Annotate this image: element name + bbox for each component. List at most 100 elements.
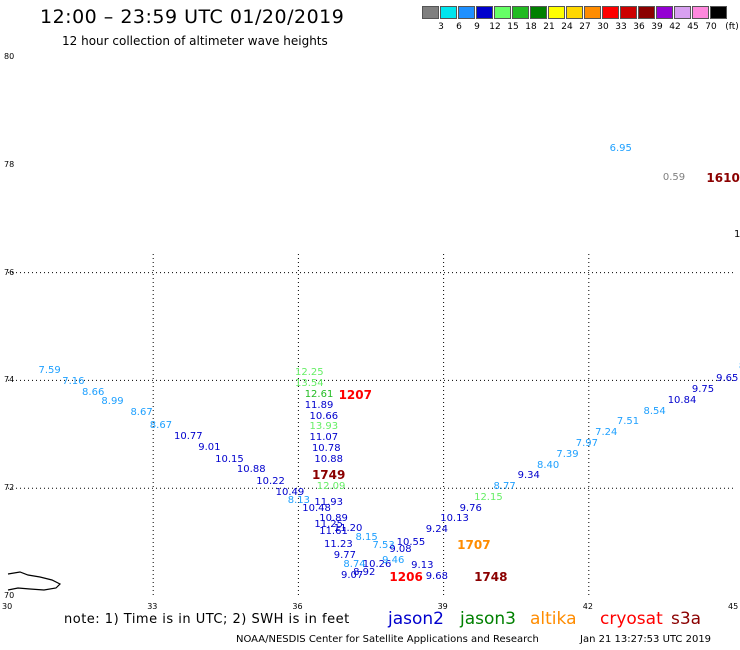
color-swatch [692,6,709,19]
wave-height-label: 10.88 [314,453,343,465]
wave-height-label: 10.15 [215,454,244,466]
lat-tick-label: 78 [4,159,15,169]
wave-height-label: 7.51 [616,416,640,428]
wave-height-label: 8.77 [493,481,516,493]
lon-tick-label: 33 [147,602,158,611]
wave-height-label: 11.20 [333,522,363,534]
color-scale-unit: (ft) [725,22,739,32]
color-scale-label: 9 [474,22,480,32]
wave-height-label: 9.46 [382,554,405,566]
page-subtitle: 12 hour collection of altimeter wave hei… [62,34,328,48]
lat-tick-label: 80 [4,52,15,61]
wave-height-label: 6.95 [609,142,632,154]
wave-height-label: 7.53 [372,540,395,552]
wave-height-label: 8.99 [101,396,124,408]
color-swatch [656,6,673,19]
wave-height-label: 8. [739,361,740,372]
lat-tick-label: 72 [4,483,15,493]
wave-height-label: 8.67 [149,420,173,432]
pass-time-label: 1206 [389,570,423,585]
pass-time-label: 1748 [474,570,508,585]
pass-time-label: 1610 [706,171,740,186]
color-scale-labels: 3 6 9 12 15 18 21 24 27 30 33 36 39 42 45 70 (ft) [422,22,740,34]
wave-height-label: 9.24 [425,524,448,536]
color-scale-label: 45 [687,22,699,32]
color-scale-label: 39 [651,22,663,32]
color-swatch [620,6,637,19]
wave-height-label: 8.15 [355,531,378,543]
satellite-legend-item: altika [530,609,577,629]
wave-height-label: 10.22 [256,475,285,487]
wave-height-label: 9.68 [425,571,448,583]
generation-timestamp: Jan 21 13:27:53 UTC 2019 [580,634,712,645]
wave-height-label: 10.26 [362,558,392,570]
lon-tick-label: 45 [728,602,739,611]
wave-height-label: 10.88 [236,464,266,476]
lat-tick-label: 76 [4,267,15,277]
color-swatch [548,6,565,19]
credit-line: NOAA/NESDIS Center for Satellite Applica… [236,634,539,645]
color-swatch [638,6,655,19]
wave-height-label: 10.49 [275,486,305,498]
color-swatch [530,6,547,19]
color-scale-label: 27 [579,22,591,32]
satellite-legend-item: s3a [671,609,702,629]
edge-mark: 1 [734,229,740,240]
color-swatch [710,6,727,19]
wave-height-label: 8.13 [287,494,311,506]
units-note: note: 1) Time is in UTC; 2) SWH is in fe… [64,612,350,627]
wave-height-label: 7.97 [575,438,598,449]
color-swatch [674,6,691,19]
color-scale-label: 12 [489,22,501,32]
wave-height-label: 8.74 [343,558,366,570]
lon-tick-label: 36 [292,602,303,611]
wave-height-label: 10.84 [667,394,697,406]
wave-height-label: 13.93 [309,421,339,433]
wave-height-label: 10.66 [309,410,339,422]
wave-height-label: 8.40 [537,459,560,471]
wave-height-label: 9.76 [459,502,482,514]
color-scale-label: 21 [543,22,555,32]
color-scale-label: 3 [438,22,444,32]
wave-height-label: 8.92 [353,567,376,579]
color-swatch [512,6,529,19]
wave-height-label: 8.54 [643,405,666,417]
wave-height-label: 10.13 [440,512,469,524]
wave-height-label: 8.67 [130,406,153,418]
color-scale-label: 15 [507,22,519,32]
wave-height-label: 11.89 [304,399,334,411]
wave-height-label: 9.07 [340,569,364,581]
satellite-legend-item: cryosat [600,609,663,629]
lat-tick-label: 70 [4,591,15,600]
wave-height-label: 7.59 [38,364,61,376]
lon-tick-label: 39 [437,602,448,611]
wave-height-label: 11.23 [324,538,353,550]
pass-time-label: 1707 [457,537,491,552]
wave-height-label: 8.66 [82,386,105,398]
wave-height-label: 7.16 [62,376,85,388]
wave-height-label: 7.24 [595,427,618,439]
color-swatch [440,6,457,19]
color-swatch [458,6,475,19]
color-scale-label: 6 [456,22,462,32]
color-scale-label: 36 [633,22,645,32]
wave-height-label: 12.25 [295,367,324,379]
wave-height-label: 7.39 [556,448,579,460]
wave-height-label: 0.59 [662,172,686,184]
lat-tick-label: 74 [4,375,15,385]
color-swatch [494,6,511,19]
lon-tick-label: 42 [582,602,593,611]
color-scale-label: 42 [669,22,681,32]
wave-height-label: 12.09 [316,481,346,493]
satellite-legend-item: jason3 [460,609,516,629]
color-scale-label: 18 [525,22,537,32]
color-scale-label: 24 [561,22,573,32]
wave-height-label: 11.93 [314,497,343,509]
color-swatch [476,6,493,19]
color-swatch [584,6,601,19]
wave-height-label: 9.34 [517,470,540,482]
color-swatch [422,6,439,19]
satellite-legend-item: jason2 [388,609,444,629]
